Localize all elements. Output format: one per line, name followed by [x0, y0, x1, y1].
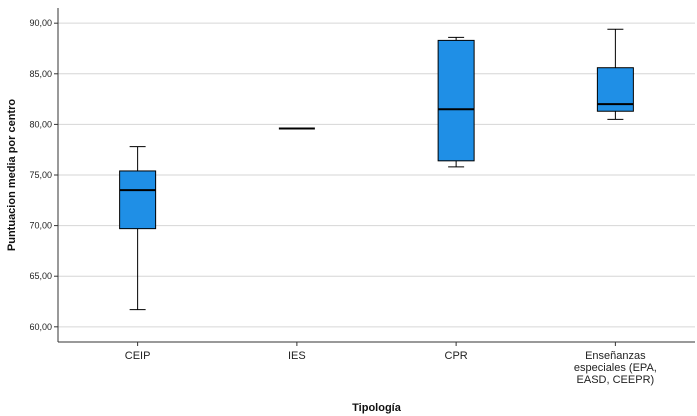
y-tick-label-3: 75,00: [29, 170, 52, 180]
box-group-0: [119, 146, 157, 311]
y-tick-label-2: 70,00: [29, 221, 52, 231]
y-tick-label-6: 90,00: [29, 18, 52, 28]
y-tick-label-5: 85,00: [29, 69, 52, 79]
x-axis-title: Tipología: [352, 402, 402, 414]
boxes: [119, 28, 634, 311]
y-tick-label-0: 60,00: [29, 322, 52, 332]
x-tick-label-2-0: CPR: [445, 350, 468, 362]
x-tick-label-3-2: EASD, CEEPR): [577, 374, 655, 386]
y-tick-label-1: 65,00: [29, 271, 52, 281]
x-tick-label-3-1: especiales (EPA,: [574, 362, 657, 374]
x-tick-label-1-0: IES: [288, 350, 306, 362]
y-tick-label-4: 80,00: [29, 119, 52, 129]
box-group-3: [596, 28, 634, 120]
y-axis-ticks: 60,00 65,00 70,00 75,00 80,00 85,00 90,00: [29, 18, 58, 332]
box-group-2: [437, 36, 475, 168]
box-2: [437, 39, 475, 162]
y-axis-title: Puntuacion media por centro: [6, 99, 18, 251]
x-tick-label-0-0: CEIP: [125, 350, 151, 362]
grid-lines: [58, 22, 695, 328]
box-0: [119, 170, 157, 230]
x-tick-label-3-0: Enseñanzas: [585, 350, 646, 362]
